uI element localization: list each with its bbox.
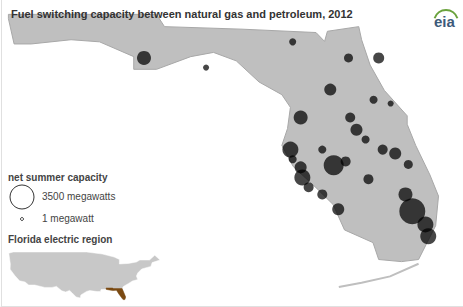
svg-text:3500 megawatts: 3500 megawatts (42, 191, 115, 202)
svg-text:Fuel switching capacity betwee: Fuel switching capacity between natural … (11, 8, 353, 20)
svg-text:1 megawatt: 1 megawatt (42, 213, 94, 224)
svg-text:Florida electric region: Florida electric region (8, 234, 112, 245)
svg-text:eia: eia (434, 13, 456, 30)
svg-text:net summer capacity: net summer capacity (8, 172, 108, 183)
